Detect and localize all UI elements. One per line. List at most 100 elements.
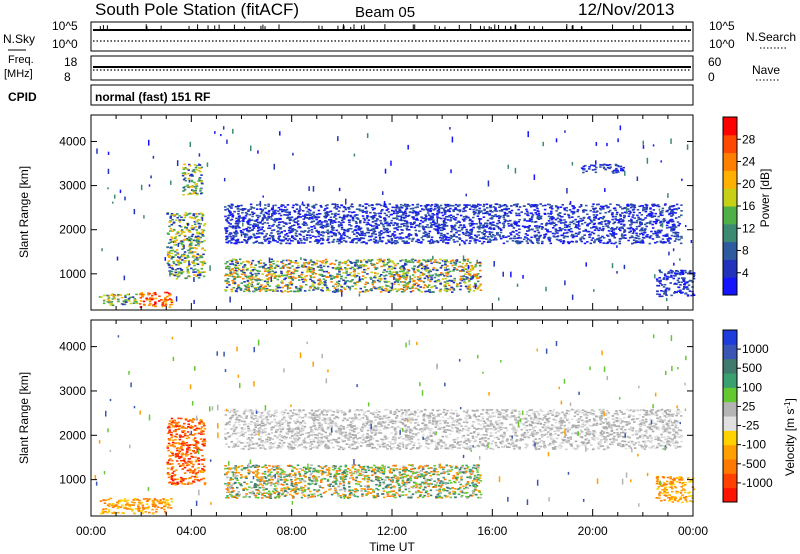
- echo-cell: [391, 234, 394, 236]
- echo-cell: [466, 276, 469, 279]
- echo-cell: [342, 237, 346, 240]
- echo-cell: [337, 263, 341, 266]
- echo-cell: [658, 293, 661, 296]
- echo-cell: [423, 230, 427, 233]
- echo-cell: [356, 261, 359, 263]
- echo-cell: [426, 267, 430, 269]
- echo-cell: [635, 221, 639, 224]
- echo-cell: [317, 282, 321, 285]
- echo-cell: [674, 270, 678, 272]
- echo-cell: [264, 285, 267, 288]
- noise-cell: [223, 177, 226, 182]
- echo-cell: [182, 255, 186, 257]
- echo-cell: [447, 239, 450, 241]
- echo-cell: [130, 501, 134, 503]
- echo-cell: [453, 241, 456, 243]
- echo-cell: [535, 237, 539, 240]
- echo-cell: [387, 285, 390, 287]
- echo-cell: [630, 218, 633, 221]
- echo-cell: [182, 239, 186, 241]
- echo-cell: [241, 268, 245, 271]
- echo-cell: [171, 256, 174, 259]
- echo-cell: [515, 229, 518, 232]
- echo-cell: [672, 204, 676, 207]
- echo-cell: [277, 237, 280, 240]
- echo-cell: [543, 212, 547, 215]
- echo-cell: [233, 242, 236, 245]
- echo-cell: [261, 266, 265, 269]
- echo-cell: [489, 231, 492, 234]
- echo-cell: [640, 222, 644, 224]
- echo-cell: [255, 289, 258, 291]
- echo-cell: [350, 203, 354, 206]
- echo-cell: [577, 233, 580, 235]
- noise-cell: [273, 163, 276, 170]
- noise-cell: [625, 206, 628, 213]
- cpid-text: normal (fast) 151 RF: [95, 90, 210, 104]
- echo-cell: [474, 240, 477, 242]
- echo-cell: [614, 228, 618, 230]
- echo-cell: [416, 219, 419, 221]
- echo-cell: [266, 219, 269, 221]
- echo-cell: [345, 215, 349, 218]
- echo-cell: [617, 228, 621, 230]
- echo-cell: [442, 239, 445, 242]
- echo-cell: [488, 227, 491, 230]
- echo-cell: [394, 227, 398, 230]
- echo-cell: [599, 241, 602, 244]
- echo-cell: [452, 270, 455, 272]
- echo-cell: [269, 216, 273, 218]
- echo-cell: [608, 163, 612, 166]
- echo-cell: [292, 290, 296, 293]
- echo-cell: [383, 212, 387, 215]
- echo-cell: [179, 225, 183, 228]
- echo-cell: [370, 288, 373, 290]
- echo-cell: [398, 278, 401, 280]
- echo-cell: [559, 240, 563, 243]
- echo-cell: [518, 231, 521, 234]
- echo-cell: [455, 222, 459, 224]
- echo-cell: [264, 211, 268, 214]
- echo-cell: [395, 290, 399, 293]
- echo-cell: [663, 273, 667, 275]
- echo-cell: [191, 186, 195, 188]
- echo-cell: [391, 275, 394, 278]
- echo-cell: [239, 217, 243, 219]
- echo-cell: [379, 204, 383, 207]
- echo-cell: [174, 237, 177, 240]
- echo-cell: [416, 203, 419, 206]
- echo-cell: [308, 261, 311, 264]
- echo-cell: [288, 238, 291, 240]
- echo-cell: [468, 204, 471, 206]
- echo-cell: [276, 260, 279, 263]
- echo-cell: [249, 203, 253, 206]
- freq-tick-low-right: 0: [708, 70, 715, 84]
- echo-cell: [563, 207, 566, 210]
- echo-cell: [668, 219, 672, 222]
- echo-cell: [195, 220, 198, 223]
- echo-cell: [292, 219, 295, 222]
- echo-cell: [363, 271, 367, 274]
- noise-cell: [338, 187, 341, 192]
- colorbar-swatch: [723, 259, 737, 278]
- echo-cell: [443, 259, 446, 261]
- echo-cell: [236, 270, 239, 272]
- echo-cell: [459, 278, 462, 281]
- echo-cell: [636, 214, 639, 217]
- echo-cell: [159, 499, 162, 501]
- echo-cell: [324, 258, 328, 261]
- echo-cell: [304, 222, 308, 225]
- echo-cell: [425, 234, 429, 237]
- echo-cell: [365, 242, 368, 245]
- echo-cell: [573, 206, 576, 209]
- echo-cell: [477, 209, 481, 212]
- echo-cell: [266, 237, 270, 240]
- echo-cell: [236, 224, 240, 227]
- echo-cell: [478, 228, 481, 230]
- echo-cell: [485, 231, 488, 233]
- echo-cell: [406, 225, 410, 228]
- echo-cell: [444, 277, 447, 280]
- echo-cell: [602, 167, 606, 170]
- echo-cell: [630, 235, 634, 237]
- echo-cell: [235, 242, 238, 245]
